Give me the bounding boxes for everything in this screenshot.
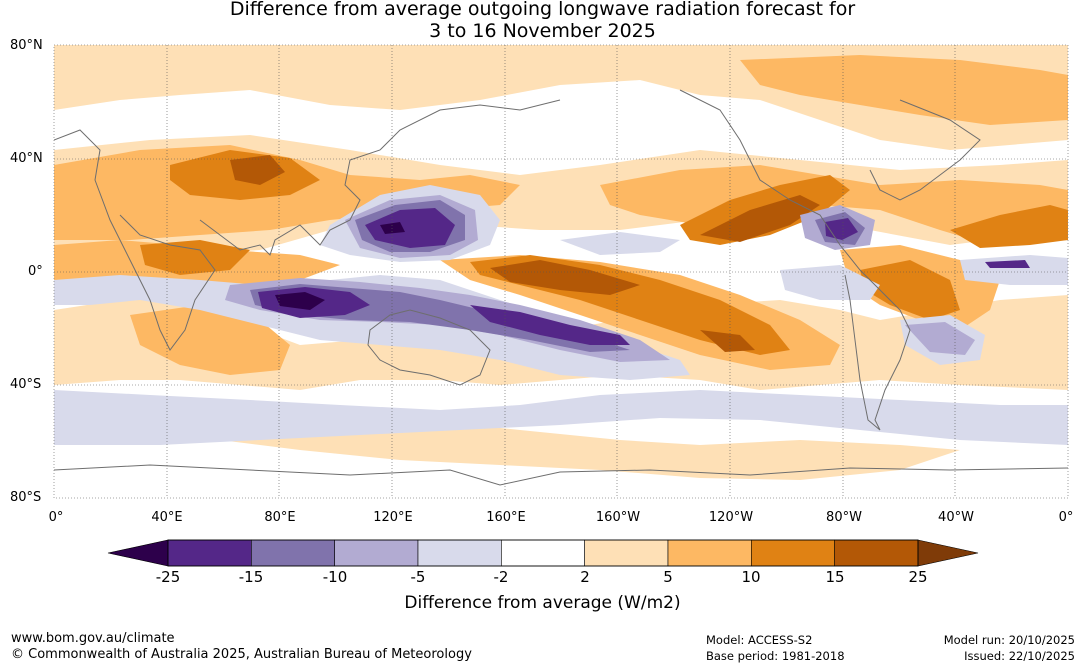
colorbar-frame <box>167 539 919 567</box>
colorbar-cell <box>584 539 669 567</box>
colorbar-cell <box>834 539 919 567</box>
colorbar-tick-label: -2 <box>493 568 509 586</box>
lat-label-80n: 80°N <box>10 38 43 53</box>
lon-label-80e: 80°E <box>264 510 296 525</box>
colorbar-tick-label: -25 <box>155 568 181 586</box>
colorbar-tick-label: 25 <box>908 568 928 586</box>
lon-label-160e: 160°E <box>486 510 526 525</box>
footer-url[interactable]: www.bom.gov.au/climate <box>11 631 175 646</box>
footer-model-run: Model run: 20/10/2025 <box>943 633 1075 647</box>
map-frame <box>53 44 1069 499</box>
map-plot-area <box>54 45 1068 498</box>
colorbar-lower-extension <box>107 539 169 567</box>
lat-label-equator: 0° <box>28 264 43 279</box>
colorbar-tick-label: 15 <box>825 568 845 586</box>
colorbar-cell <box>667 539 752 567</box>
colorbar-cells <box>167 539 919 567</box>
lon-label-160w: 160°W <box>595 510 641 525</box>
colorbar-cell <box>751 539 835 567</box>
colorbar-tick-label: 10 <box>741 568 761 586</box>
colorbar-cell <box>417 539 502 567</box>
colorbar-title: Difference from average (W/m2) <box>404 593 681 613</box>
colorbar-cell <box>251 539 335 567</box>
graticule <box>54 45 1068 498</box>
colorbar-tick-label: -15 <box>238 568 264 586</box>
colorbar-cell <box>501 539 585 567</box>
colorbar-tick-label: -10 <box>322 568 348 586</box>
coastlines <box>54 89 1068 486</box>
lon-label-80w: 80°W <box>826 510 862 525</box>
lat-label-40n: 40°N <box>10 151 43 166</box>
footer-base-period: Base period: 1981-2018 <box>706 649 845 663</box>
colorbar-cell <box>167 539 252 567</box>
lon-label-0-right: 0° <box>1058 510 1074 525</box>
map-title-line1: Difference from average outgoing longwav… <box>229 0 856 20</box>
anomaly-below-minus25-regions <box>275 222 405 310</box>
lon-label-120e: 120°E <box>373 510 413 525</box>
lon-label-40w: 40°W <box>938 510 974 525</box>
colorbar-tick-label: 5 <box>663 568 673 586</box>
footer-model: Model: ACCESS-S2 <box>706 633 813 647</box>
colorbar-tick-label: -5 <box>410 568 426 586</box>
colorbar <box>107 539 979 567</box>
lat-label-40s: 40°S <box>10 377 42 392</box>
lon-label-120w: 120°W <box>708 510 754 525</box>
colorbar-upper-extension <box>917 539 979 567</box>
lon-label-0-left: 0° <box>48 510 64 525</box>
colorbar-cell <box>334 539 419 567</box>
colorbar-tick-label: 2 <box>580 568 590 586</box>
lat-label-80s: 80°S <box>10 490 42 505</box>
footer-issued: Issued: 22/10/2025 <box>964 649 1075 663</box>
map-title-line2: 3 to 16 November 2025 <box>429 20 656 42</box>
anomaly-15-to-25-regions <box>230 155 820 352</box>
footer-copyright: © Commonwealth of Australia 2025, Austra… <box>11 647 472 662</box>
lon-label-40e: 40°E <box>151 510 183 525</box>
